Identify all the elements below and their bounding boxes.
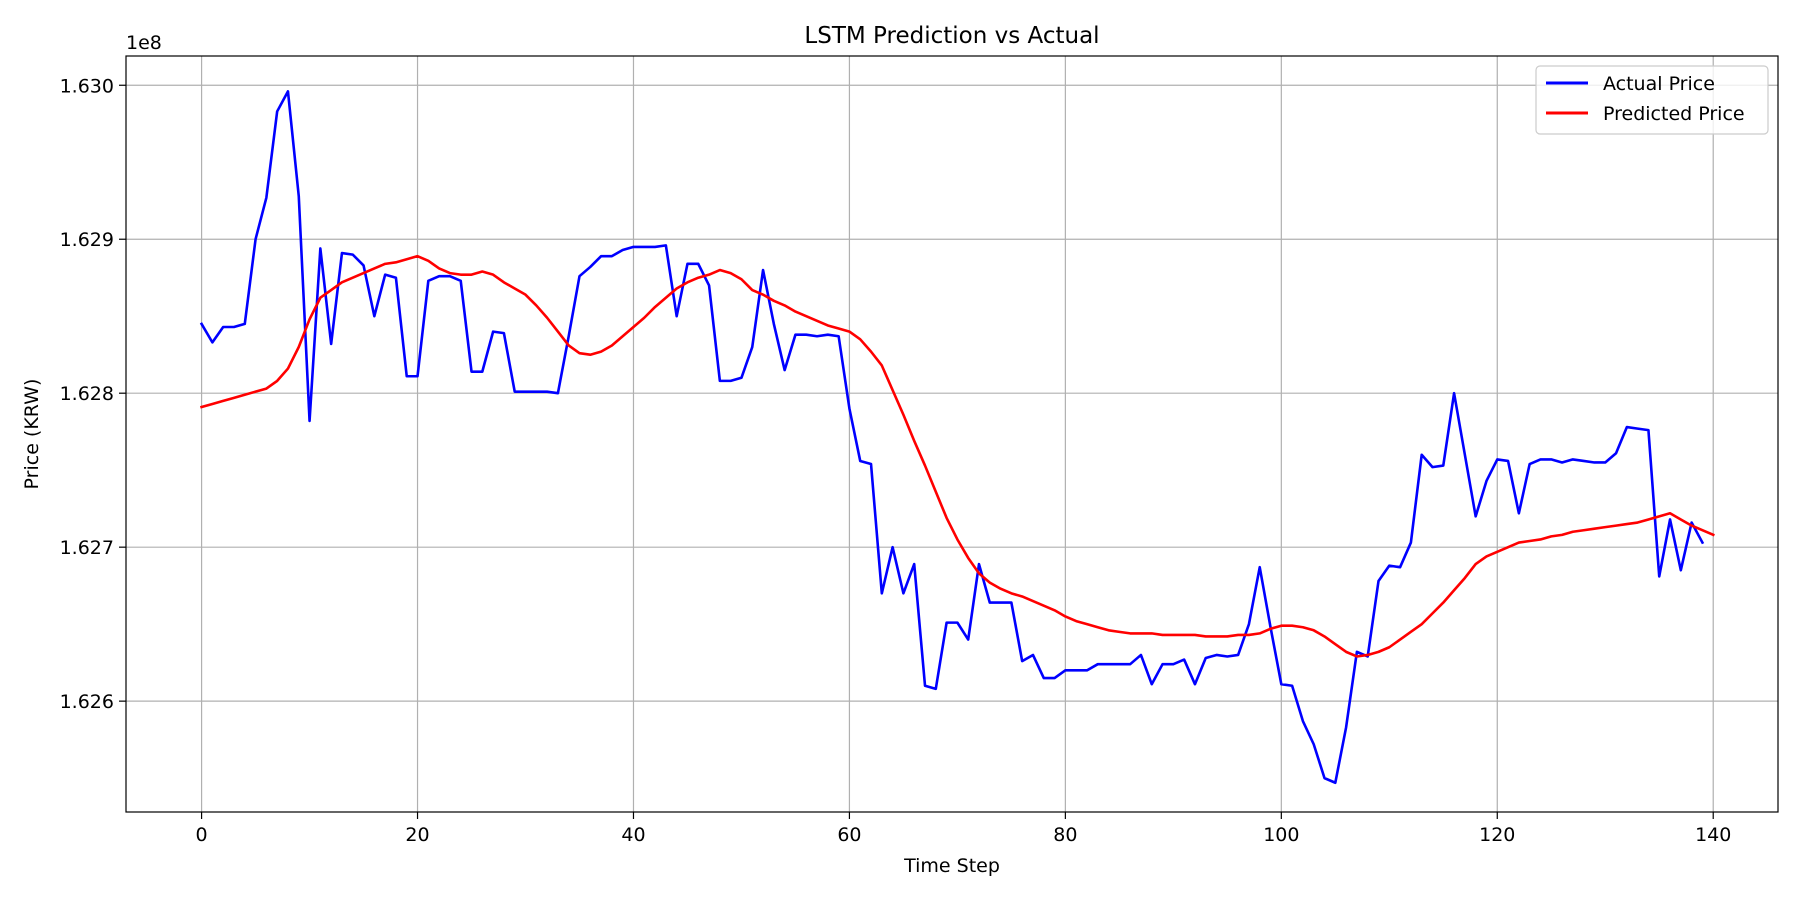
plot-frame (125, 55, 1779, 813)
x-tick-label: 20 (405, 824, 429, 846)
series-lines (199, 90, 1715, 785)
x-tick-label: 40 (621, 824, 645, 846)
y-tick-label: 1.629 (60, 229, 114, 251)
grid-lines (126, 56, 1778, 812)
x-axis-label: Time Step (903, 855, 1000, 877)
y-axis-offset-text: 1e8 (126, 32, 162, 54)
x-tick-label: 120 (1479, 824, 1515, 846)
legend-box (1535, 65, 1769, 135)
legend-label-predicted-price: Predicted Price (1603, 103, 1745, 125)
x-tick-label: 100 (1263, 824, 1299, 846)
y-tick-label: 1.627 (60, 537, 114, 559)
axis-ticks: 0 20 40 60 80 100 120 140 1.626 1.627 1.628 1.629 1.… (60, 75, 1732, 846)
y-tick-label: 1.630 (60, 75, 114, 97)
legend-label-actual-price: Actual Price (1603, 73, 1715, 95)
actual-price-line (199, 90, 1705, 785)
y-tick-label: 1.626 (60, 691, 114, 713)
x-tick-label: 60 (837, 824, 861, 846)
chart-title: LSTM Prediction vs Actual (804, 23, 1099, 49)
x-tick-label: 80 (1053, 824, 1077, 846)
y-tick-label: 1.628 (60, 383, 114, 405)
legend: Actual Price Predicted Price (1535, 65, 1769, 135)
x-tick-label: 140 (1695, 824, 1731, 846)
x-tick-label: 0 (196, 824, 208, 846)
y-axis-label: Price (KRW) (21, 379, 43, 490)
predicted-price-line (199, 254, 1715, 658)
